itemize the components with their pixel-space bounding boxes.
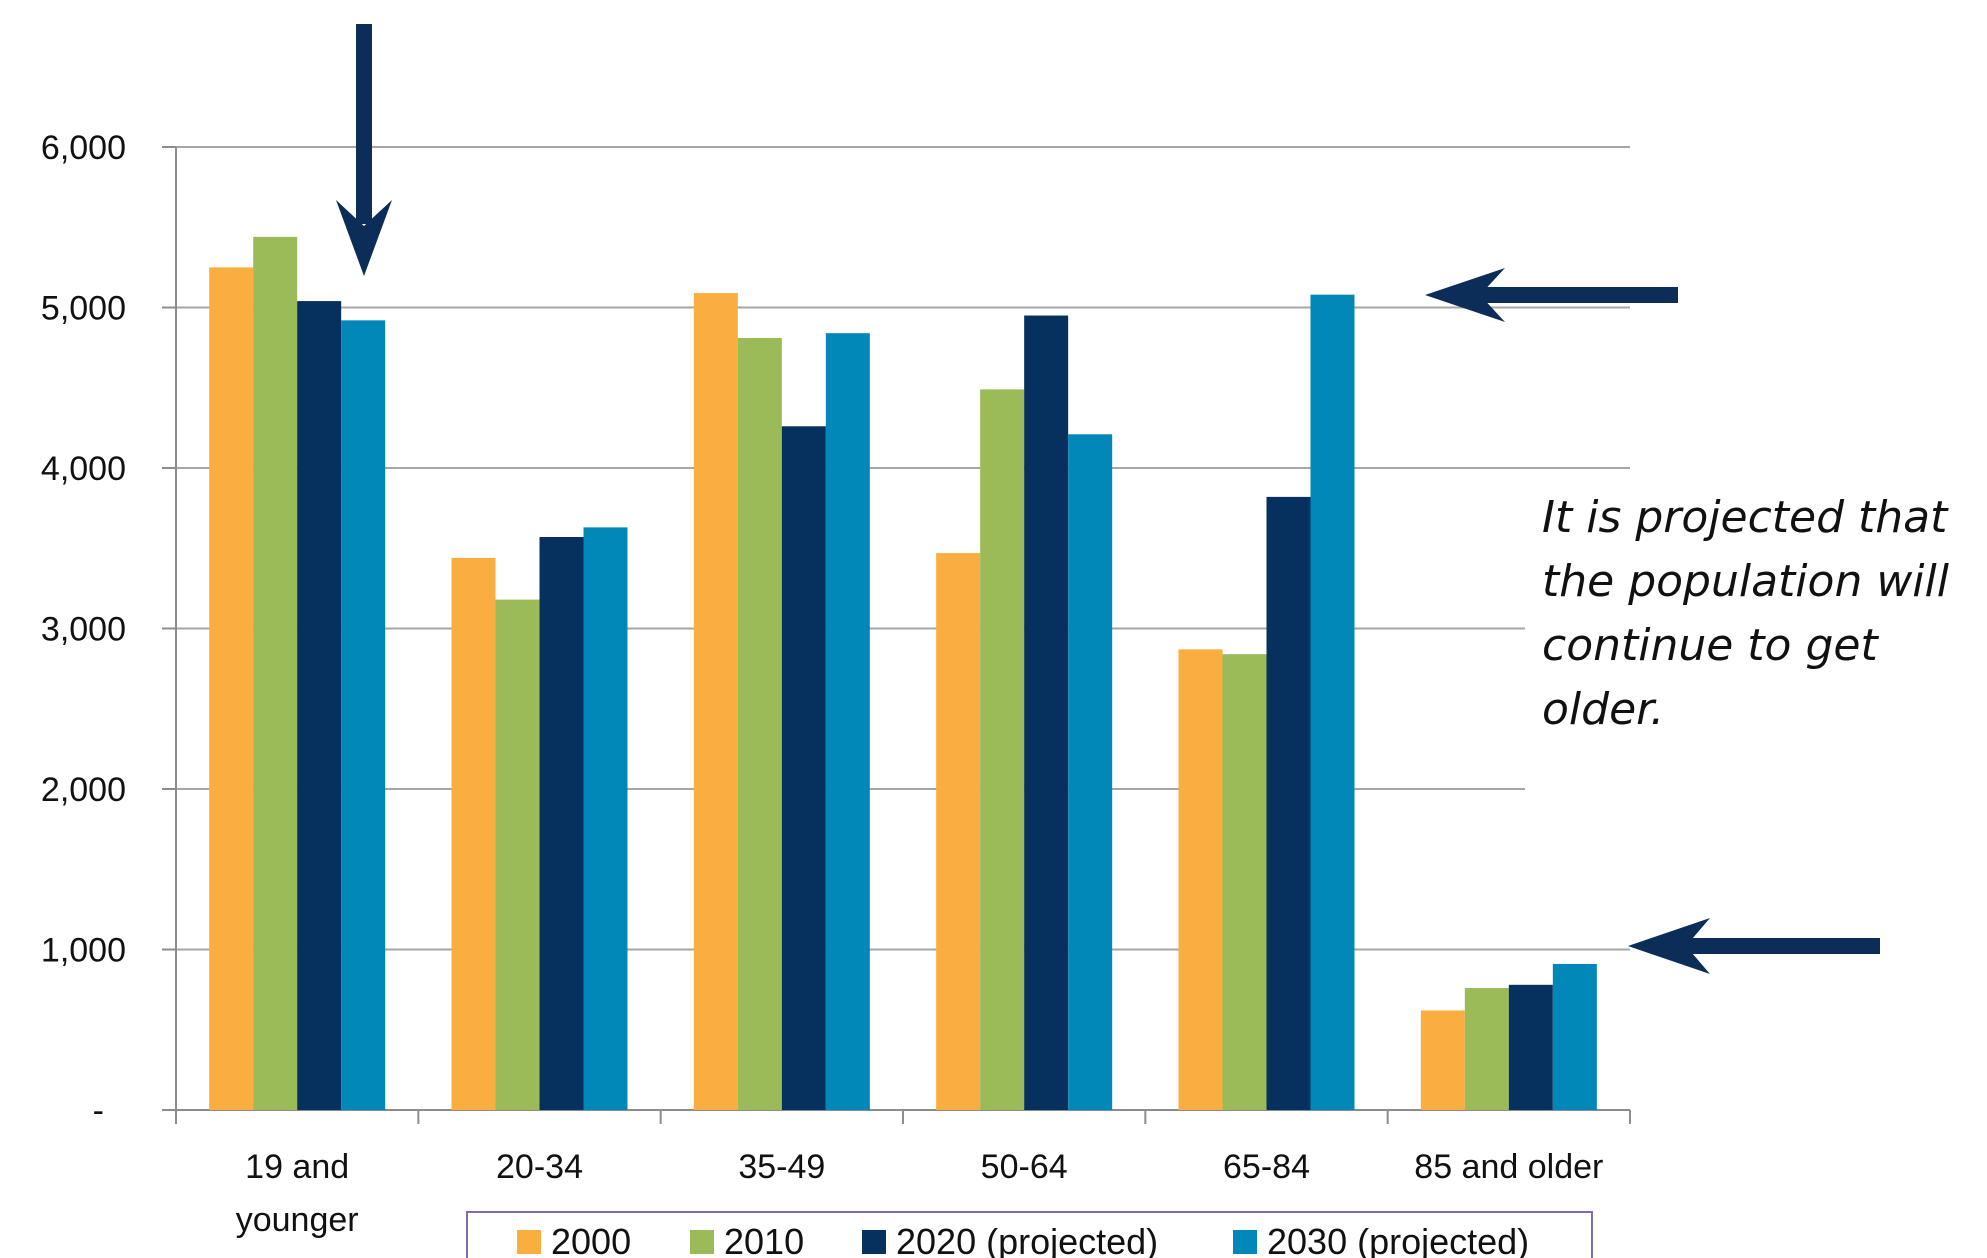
bar [1420,1010,1465,1110]
bar [1310,294,1355,1110]
legend: 2000 2010 2020 (projected) 2030 (projected) [466,1211,1593,1258]
y-axis-tick-labels: - 1,000 2,000 3,000 4,000 5,000 6,000 [41,129,126,1130]
bar [693,293,738,1110]
arrow-shaft [1686,938,1880,954]
bar [539,537,584,1110]
annotation-text: older. [1542,684,1664,735]
arrow-head [336,200,392,276]
annotation-text: the population will [1542,556,1950,607]
bar [980,389,1025,1111]
y-tick-label: 3,000 [41,611,126,649]
arrow-shaft [1480,287,1678,303]
arrow-head [1425,268,1505,322]
annotation: It is projected that the population will c… [1542,492,1950,735]
down-arrow [336,24,392,276]
y-tick-label: 6,000 [41,129,126,167]
axes [162,146,1631,1124]
bar [1178,649,1223,1110]
bar [253,236,298,1110]
legend-swatch [1233,1230,1257,1254]
y-tick-label: - [93,1092,104,1130]
x-category-label: 65-84 [1223,1148,1310,1186]
x-category-label: 19 and [245,1148,349,1186]
left-arrow-lower [1628,918,1880,974]
bars [209,236,1597,1111]
bar [1222,654,1267,1110]
legend-label: 2020 (projected) [896,1221,1158,1258]
legend-label: 2000 [551,1221,631,1258]
bar [1024,315,1069,1110]
legend-label: 2030 (projected) [1267,1221,1529,1258]
left-arrow-upper [1425,268,1678,322]
legend-swatch [517,1230,541,1254]
arrow-head [1628,918,1710,974]
annotation-text: It is projected that [1542,492,1949,543]
legend-swatch [862,1230,886,1254]
legend-swatch [690,1230,714,1254]
y-tick-label: 4,000 [41,450,126,488]
x-category-label: 20-34 [496,1148,583,1186]
x-category-label: 50-64 [981,1148,1068,1186]
bar [936,553,981,1110]
bar [1266,496,1311,1110]
bar [1464,988,1509,1110]
bar [297,301,342,1111]
bar [583,527,628,1110]
bar [209,267,254,1110]
legend-label: 2010 [724,1221,804,1258]
bar [1068,434,1113,1110]
x-category-label: 35-49 [738,1148,825,1186]
bar [1552,963,1597,1110]
y-tick-label: 2,000 [41,771,126,809]
arrows [336,24,1880,974]
bar [1508,984,1553,1110]
arrow-shaft [356,24,372,224]
bar [451,557,496,1110]
y-tick-label: 1,000 [41,932,126,970]
annotation-text: continue to get [1542,620,1879,671]
x-axis-category-labels: 19 and younger 20-34 35-49 50-64 65-84 85 and … [236,1148,1604,1239]
x-category-label: younger [236,1201,359,1239]
bar [781,426,826,1110]
bar [825,333,870,1110]
bar [737,337,782,1110]
bar [495,599,540,1110]
gridlines [176,146,1630,951]
x-category-label: 85 and older [1414,1148,1603,1186]
bar [341,320,386,1111]
y-tick-label: 5,000 [41,290,126,328]
legend-box [466,1211,1593,1258]
